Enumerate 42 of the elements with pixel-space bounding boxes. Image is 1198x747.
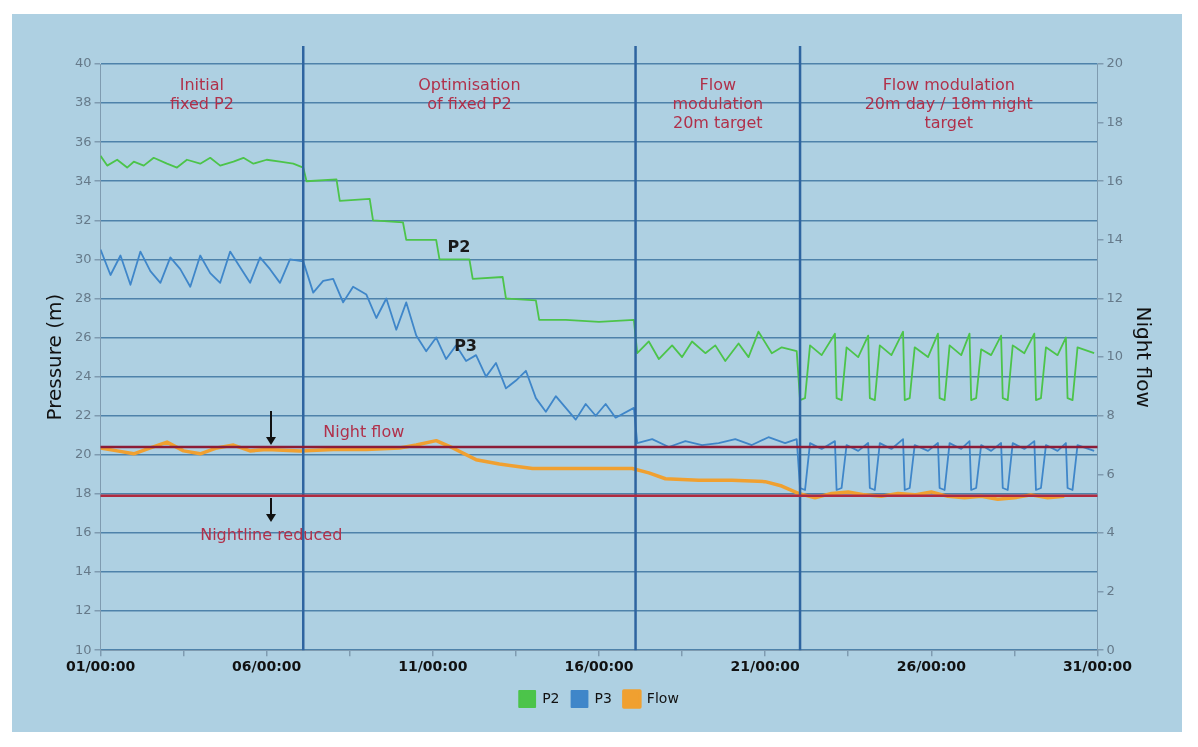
y-tick-label: 34: [75, 172, 92, 188]
y-tick-label: 14: [75, 563, 92, 579]
y2-tick-label: 8: [1106, 407, 1115, 423]
y2-tick-label: 4: [1106, 524, 1115, 540]
x-tick-label: 01/00:00: [65, 658, 136, 675]
x-tick-label: 16/00:00: [564, 658, 634, 675]
y2-axis-title: Night flow: [1131, 306, 1156, 408]
x-tick-label: 26/00:00: [896, 658, 967, 675]
x-tick-label: 21/00:00: [730, 658, 800, 675]
ref-line-label: Night flow: [323, 422, 405, 442]
y2-tick-label: 10: [1106, 348, 1123, 364]
y-tick-label: 20: [75, 446, 92, 462]
text: P3: [454, 336, 477, 356]
y2-tick-label: 20: [1106, 55, 1123, 71]
y2-tick-label: 12: [1106, 289, 1123, 305]
y-tick-label: 24: [75, 368, 92, 384]
x-tick-label: 11/00:00: [398, 658, 468, 675]
legend-label: Flow: [646, 689, 679, 706]
y-tick-label: 10: [75, 641, 92, 657]
y-tick-label: 40: [75, 55, 92, 71]
y2-tick-label: 0: [1106, 641, 1115, 657]
legend-label: P2: [542, 689, 560, 706]
y-tick-label: 36: [75, 133, 92, 149]
y-tick-label: 28: [75, 289, 92, 305]
y2-tick-label: 16: [1106, 172, 1123, 188]
y2-tick-label: 14: [1106, 231, 1123, 247]
y-tick-label: 32: [75, 211, 92, 227]
y-tick-label: 38: [75, 94, 92, 110]
y-tick-label: 22: [75, 407, 92, 423]
y-tick-label: 30: [75, 250, 92, 266]
y2-tick-label: 2: [1106, 582, 1115, 598]
y-tick-label: 16: [75, 524, 92, 540]
y2-tick-label: 18: [1106, 114, 1123, 129]
y2-tick-label: 6: [1106, 465, 1115, 481]
y-tick-label: 26: [75, 328, 92, 344]
text: P2: [447, 236, 471, 256]
x-tick-label: 31/00:00: [1062, 658, 1133, 675]
y-tick-label: 18: [75, 485, 92, 501]
legend-label: P3: [594, 689, 612, 706]
x-tick-label: 06/00:00: [232, 658, 302, 675]
y-axis-title: Pressure (m): [42, 293, 67, 421]
y-tick-label: 12: [75, 602, 92, 618]
